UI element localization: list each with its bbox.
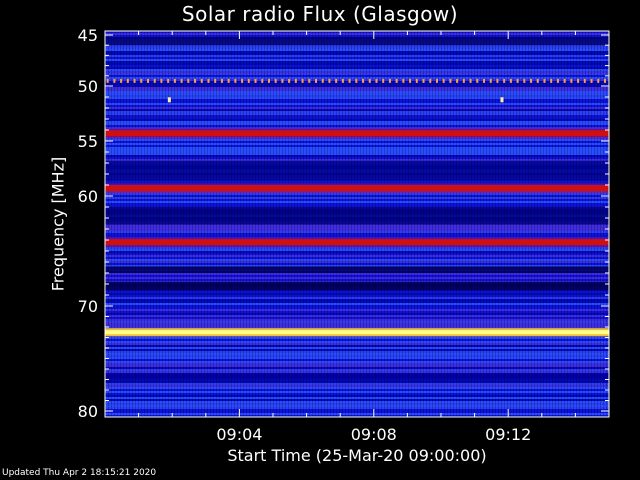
band-dot <box>133 78 136 83</box>
band-dot <box>509 78 512 83</box>
band-dot <box>415 78 418 83</box>
band-dot <box>543 78 546 83</box>
band-dot <box>321 78 324 83</box>
band-dot <box>274 78 277 83</box>
band-dot <box>120 78 123 83</box>
band-dot <box>153 78 156 83</box>
chart-title: Solar radio Flux (Glasgow) <box>181 2 459 26</box>
x-axis-label: Start Time (25-Mar-20 09:00:00) <box>227 446 487 465</box>
band-dot <box>483 78 485 83</box>
update-timestamp: Updated Thu Apr 2 18:15:21 2020 <box>2 468 157 478</box>
band-dot <box>308 78 311 83</box>
band-dot <box>113 78 116 83</box>
band-dot <box>187 78 190 83</box>
y-tick-label: 60 <box>78 187 98 206</box>
band-dot <box>409 78 412 83</box>
band-dot <box>247 78 250 83</box>
heatmap-noise <box>105 31 609 417</box>
band-dot <box>335 78 338 83</box>
y-tick-label: 55 <box>78 132 98 151</box>
band-dot <box>536 78 539 83</box>
plot-frame <box>104 30 610 418</box>
band-line <box>105 130 609 137</box>
band-dot <box>267 78 270 83</box>
band-dot <box>556 78 559 83</box>
band-dot <box>563 78 566 83</box>
band-dot <box>456 78 459 83</box>
band-dot <box>462 78 465 83</box>
band-dot <box>496 78 499 83</box>
band-dot <box>429 78 432 83</box>
band-dot <box>469 78 472 83</box>
band-dot <box>449 78 452 83</box>
band-dot <box>200 78 203 83</box>
band-dot <box>362 78 365 83</box>
band-dot <box>382 78 385 83</box>
band-dot <box>126 78 129 83</box>
y-tick-label: 45 <box>78 26 98 45</box>
band-dot <box>254 78 257 83</box>
band-dot <box>140 78 143 83</box>
x-tick-label: 09:12 <box>485 425 531 444</box>
band-dot <box>503 78 506 83</box>
band-dot <box>328 78 331 83</box>
band-line <box>105 239 609 246</box>
band-dot <box>160 78 163 83</box>
y-axis-label: Frequency [MHz] <box>48 156 68 292</box>
band-dot <box>106 78 109 83</box>
band-dot <box>227 78 230 83</box>
band-dot <box>281 78 284 83</box>
band-dot <box>341 78 344 83</box>
band-dot <box>550 78 553 83</box>
band-dot <box>180 78 183 83</box>
band-dot <box>294 78 297 83</box>
band-dot <box>395 78 398 83</box>
y-tick-label: 80 <box>78 402 98 421</box>
y-tick-label: 50 <box>78 77 98 96</box>
band-dot <box>368 78 371 83</box>
band-dot <box>241 78 244 83</box>
band-dot <box>301 78 304 83</box>
band-dot <box>516 78 519 83</box>
band-dot <box>315 78 317 83</box>
band-dot <box>234 78 237 83</box>
band-dot <box>288 78 291 83</box>
band-dot <box>442 78 445 83</box>
band-dot <box>603 78 606 83</box>
burst-spot <box>500 97 504 103</box>
band-line <box>105 330 609 335</box>
band-dot <box>375 78 378 83</box>
x-tick-label: 09:08 <box>351 425 397 444</box>
spectrogram-heatmap <box>105 31 609 417</box>
band-dot <box>489 78 492 83</box>
band-dot <box>207 78 210 83</box>
band-dot <box>530 78 533 83</box>
band-dot <box>147 78 149 83</box>
band-dot <box>435 78 438 83</box>
band-dot <box>388 78 391 83</box>
band-dot <box>173 78 176 83</box>
band-dot <box>261 78 264 83</box>
band-dot <box>194 78 197 83</box>
band-dot <box>577 78 580 83</box>
burst-spot <box>167 97 171 103</box>
band-dot <box>422 78 425 83</box>
band-dot <box>402 78 405 83</box>
band-dot <box>590 78 593 83</box>
band-dot <box>570 78 573 83</box>
x-tick-label: 09:04 <box>216 425 262 444</box>
band-dot <box>214 78 217 83</box>
band-dot <box>597 78 600 83</box>
chart-axes: 09:04 09:08 09:12 45 50 55 60 70 80 <box>78 26 610 444</box>
band-dot <box>583 78 586 83</box>
band-dot <box>523 78 526 83</box>
y-tick-label: 70 <box>78 297 98 316</box>
band-dot <box>167 78 170 83</box>
band-line <box>105 185 609 192</box>
band-dot <box>355 78 358 83</box>
band-dot <box>476 78 479 83</box>
band-dot <box>348 78 351 83</box>
band-dot <box>220 78 223 83</box>
